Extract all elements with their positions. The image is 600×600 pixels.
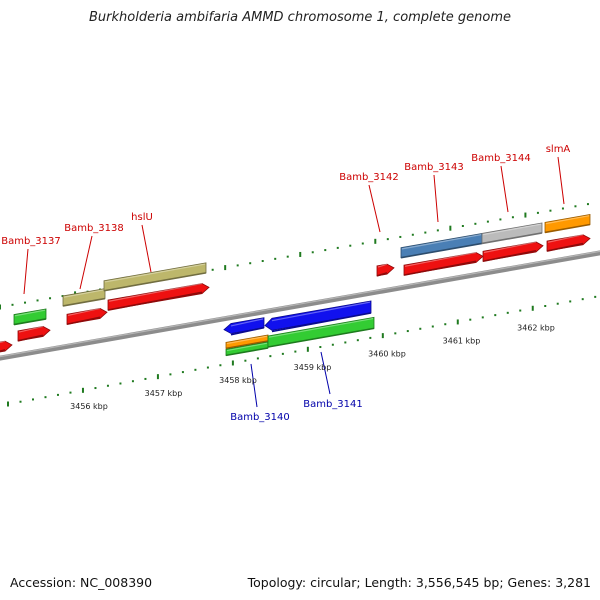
cds-arrow[interactable] — [546, 234, 591, 252]
scale-label: 3462 kbp — [517, 324, 555, 333]
cds-arrow[interactable] — [482, 241, 544, 263]
leader-line — [23, 248, 29, 295]
gene-label-slma[interactable]: slmA — [546, 144, 571, 155]
gene-label-bamb-3144[interactable]: Bamb_3144 — [471, 153, 531, 164]
topology-text: Topology: circular; Length: 3,556,545 bp… — [247, 575, 591, 590]
feature-track — [0, 214, 591, 357]
feature-slma-box[interactable] — [544, 214, 591, 234]
feature-bamb-3141-box[interactable] — [267, 316, 375, 348]
gene-label-bamb-3140[interactable]: Bamb_3140 — [230, 412, 290, 423]
genome-backbone — [0, 250, 600, 361]
cds-arrow[interactable] — [17, 325, 51, 342]
scale-label: 3457 kbp — [145, 389, 183, 398]
map-title: Burkholderia ambifaria AMMD chromosome 1… — [88, 10, 512, 25]
label-leaders — [23, 156, 565, 408]
scale-labels: 3456 kbp 3457 kbp 3458 kbp 3459 kbp 3460 kbp… — [70, 324, 555, 411]
leader-line — [433, 174, 439, 223]
feature-bamb-3140-gene[interactable] — [225, 341, 269, 357]
feature-bamb-3141-cds[interactable] — [264, 300, 372, 333]
gene-label-bamb-3141[interactable]: Bamb_3141 — [303, 399, 363, 410]
leader-line — [500, 165, 509, 213]
gene-label-bamb-3137[interactable]: Bamb_3137 — [1, 236, 61, 247]
scale-label: 3458 kbp — [219, 376, 257, 385]
leader-line — [320, 351, 331, 395]
cds-arrow[interactable] — [0, 340, 13, 354]
cds-arrow[interactable] — [403, 251, 484, 276]
feature-bamb-3144-box[interactable] — [481, 222, 543, 245]
feature-bamb-3140-cds[interactable] — [223, 317, 265, 336]
gene-label-bamb-3138[interactable]: Bamb_3138 — [64, 223, 124, 234]
scale-label: 3461 kbp — [443, 337, 481, 346]
cds-arrow[interactable] — [376, 263, 395, 277]
leader-line — [250, 363, 258, 408]
cds-arrow[interactable] — [66, 307, 108, 326]
feature-hslu-box[interactable] — [103, 262, 207, 292]
feature-bamb-3138-box[interactable] — [62, 288, 106, 307]
feature-bamb-3137-box[interactable] — [13, 308, 47, 326]
accession-text: Accession: NC_008390 — [10, 575, 153, 590]
leader-line — [141, 224, 152, 273]
gene-label-bamb-3142[interactable]: Bamb_3142 — [339, 172, 399, 183]
leader-line — [557, 156, 565, 205]
gene-label-bamb-3143[interactable]: Bamb_3143 — [404, 162, 464, 173]
scale-label: 3460 kbp — [368, 350, 406, 359]
gene-label-hslu[interactable]: hslU — [131, 212, 153, 223]
leader-line — [368, 184, 381, 233]
scale-label: 3459 kbp — [294, 363, 332, 372]
lower-scale-track — [7, 295, 597, 407]
cds-arrow[interactable] — [107, 282, 210, 311]
scale-label: 3456 kbp — [70, 402, 108, 411]
leader-line — [79, 235, 93, 290]
